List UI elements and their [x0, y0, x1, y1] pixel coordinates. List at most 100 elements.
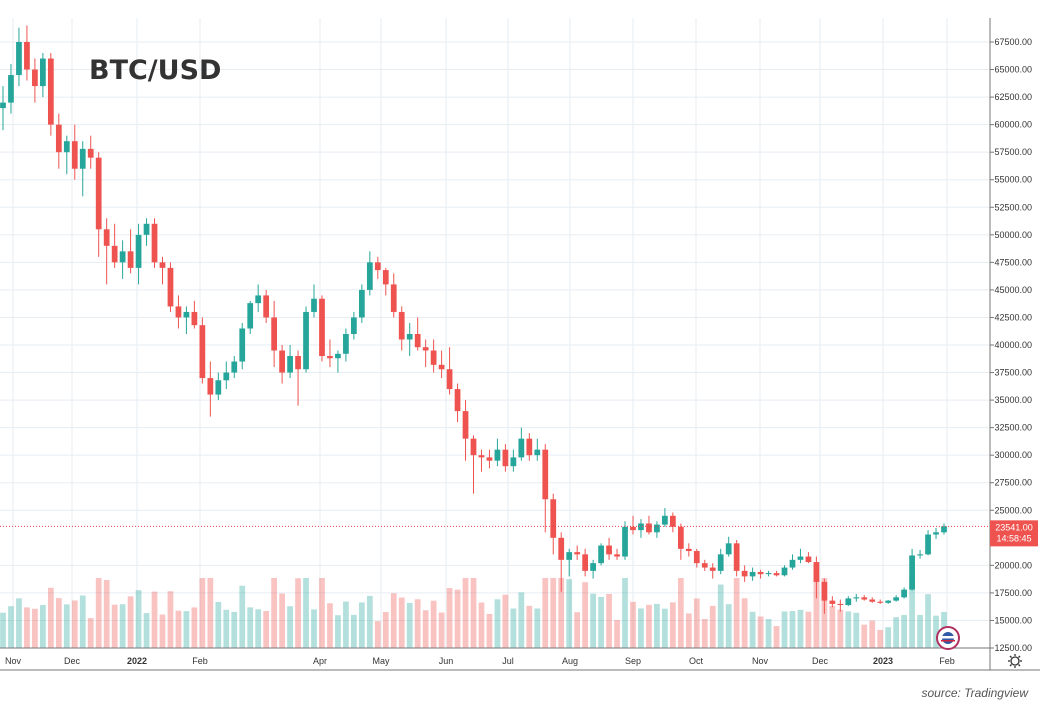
candle-body: [430, 350, 437, 365]
volume-bar: [566, 579, 573, 648]
volume-bar: [909, 578, 915, 648]
volume-bar: [287, 606, 293, 648]
x-tick-label: Nov: [5, 656, 22, 666]
volume-bar: [574, 612, 581, 648]
candle-body: [853, 597, 860, 599]
candle-body: [669, 515, 676, 527]
candle-body: [327, 356, 333, 359]
volume-bar: [32, 608, 38, 648]
candle-body: [805, 556, 812, 563]
volume-bar: [311, 609, 317, 648]
volume-bar: [40, 604, 46, 648]
volume-bar: [382, 612, 389, 648]
volume-bar: [16, 598, 22, 648]
x-tick-label: 2023: [873, 656, 893, 666]
volume-bar: [558, 578, 565, 648]
y-tick-label: 42500.00: [994, 312, 1032, 322]
x-tick-label: Feb: [939, 656, 955, 666]
volume-bar: [646, 604, 652, 648]
volume-bar: [319, 578, 325, 648]
candle-body: [390, 284, 397, 312]
volume-bar: [550, 578, 557, 648]
volume-bar: [885, 627, 892, 648]
candle-body: [717, 554, 724, 571]
chart-title: BTC/USD: [89, 55, 221, 86]
volume-bar: [430, 600, 437, 648]
x-tick-label: Apr: [313, 656, 327, 666]
volume-bar: [853, 612, 860, 648]
candle-body: [79, 148, 86, 169]
y-tick-label: 15000.00: [994, 615, 1032, 625]
volume-bar: [797, 609, 804, 648]
candle-body: [622, 526, 628, 557]
last-price-box: [990, 520, 1038, 547]
candle-body: [366, 262, 373, 290]
volume-bar: [191, 607, 198, 648]
candle-body: [733, 543, 740, 571]
volume-bar: [55, 598, 62, 648]
volume-bar: [24, 607, 30, 648]
grid-lines: [0, 18, 990, 649]
candle-body: [486, 457, 493, 461]
volume-bar: [693, 598, 700, 648]
candle-body: [662, 515, 668, 525]
candle-body: [757, 571, 764, 575]
candle-body: [55, 124, 62, 153]
settings-gear-icon[interactable]: [1008, 654, 1022, 668]
tradingview-logo-icon[interactable]: [936, 626, 960, 650]
volume-bar: [398, 597, 405, 648]
candle-body: [119, 251, 126, 263]
volume-bar: [925, 594, 931, 648]
candle-body: [287, 356, 293, 373]
candle-body: [925, 534, 931, 555]
candle-body: [550, 499, 557, 538]
candle-body: [343, 333, 349, 354]
candle-body: [151, 223, 158, 263]
volume-bar: [510, 608, 517, 648]
volume-bar: [462, 578, 469, 648]
candle-body: [941, 526, 947, 533]
volume-bar: [8, 606, 14, 648]
price-axis: 67500.00 65000.00 62500.00 60000.00 57500.00…: [990, 37, 1032, 653]
x-tick-label: Oct: [689, 656, 704, 666]
volume-bar: [741, 598, 748, 648]
candle-body: [566, 552, 573, 560]
candle-body: [143, 223, 150, 235]
candle-body: [909, 555, 915, 590]
y-tick-label: 67500.00: [994, 37, 1032, 47]
candle-body: [829, 600, 836, 604]
volume-bar: [757, 616, 764, 648]
candle-body: [558, 537, 565, 560]
candle-body: [789, 559, 796, 568]
volume-bar: [901, 615, 907, 648]
candle-body: [311, 298, 317, 312]
candle-body: [71, 141, 78, 169]
volume-bar: [143, 613, 150, 648]
volume-bar: [709, 605, 716, 648]
candle-body: [574, 552, 581, 555]
y-tick-label: 55000.00: [994, 175, 1032, 185]
volume-bar: [917, 615, 923, 648]
volume-bar: [175, 610, 182, 648]
y-tick-label: 35000.00: [994, 395, 1032, 405]
candle-body: [893, 597, 900, 601]
source-caption: source: Tradingview: [921, 686, 1029, 700]
candle-body: [454, 389, 461, 412]
x-tick-label: Aug: [562, 656, 578, 666]
volume-bar: [183, 611, 190, 648]
volume-bar: [103, 580, 110, 648]
candle-body: [32, 69, 38, 87]
y-tick-label: 27500.00: [994, 478, 1032, 488]
volume-bar: [893, 617, 900, 648]
volume-bar: [622, 578, 628, 648]
candle-body: [837, 603, 844, 606]
candle-body: [917, 554, 923, 556]
volume-bar: [446, 588, 453, 648]
y-tick-label: 30000.00: [994, 450, 1032, 460]
volume-bar: [933, 615, 939, 648]
candles: [0, 25, 947, 614]
volume-bar: [151, 591, 158, 648]
candle-body: [335, 353, 341, 359]
volume-bar: [303, 578, 309, 648]
volume-bar: [159, 614, 166, 648]
